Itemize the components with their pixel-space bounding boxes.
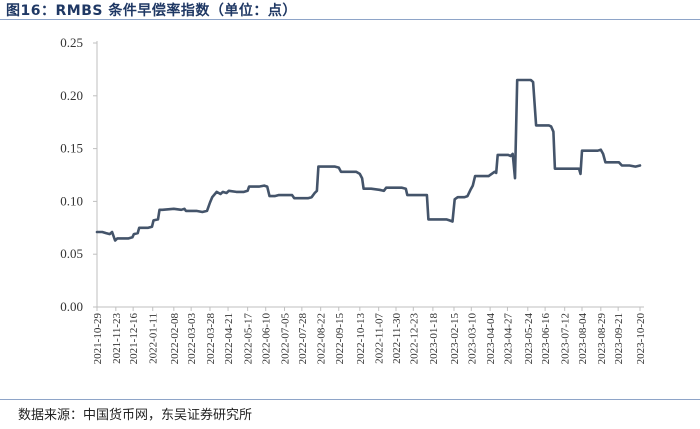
x-tick-label: 2022-02-08 [169,313,181,365]
series-line-cpr-index [95,78,642,242]
x-tick-label: 2021-10-29 [92,313,104,365]
source-divider [0,399,700,400]
x-axis: 2021-10-29 2021-11-23 2021-12-16 2022-01-11… [92,306,647,365]
x-tick-label: 2022-08-22 [316,313,328,364]
x-tick-label: 2022-04-21 [223,313,235,364]
x-tick-label: 2021-12-16 [128,313,140,365]
x-tick-label: 2023-09-21 [613,313,625,364]
x-tick-label: 2023-03-10 [466,313,478,365]
x-tick-label: 2023-04-27 [502,313,514,365]
series-layer [95,78,642,242]
x-tick-label: 2022-07-05 [280,313,292,365]
x-tick-label: 2023-05-24 [523,313,535,365]
y-tick-label: 0.25 [60,35,83,50]
source-note: 数据来源：中国货币网，东吴证券研究所 [18,408,253,423]
x-tick-label: 2022-12-23 [408,313,420,365]
x-tick-label: 2023-01-18 [428,313,440,365]
x-tick-label: 2022-11-07 [374,313,386,364]
x-tick-label: 2022-11-30 [391,313,403,364]
y-tick-label: 0.15 [60,141,83,156]
title-divider [0,19,700,20]
x-tick-label: 2022-01-11 [148,313,160,364]
y-tick-label: 0.00 [60,299,83,314]
y-tick-label: 0.10 [60,193,83,208]
x-tick-label: 2023-08-29 [596,313,608,365]
x-tick-label: 2022-07-28 [297,313,309,365]
x-tick-label: 2023-02-15 [449,313,461,365]
x-tick-label: 2023-04-04 [485,313,497,365]
x-tick-label: 2022-03-28 [205,313,217,365]
x-tick-label: 2022-06-10 [261,313,273,365]
y-tick-label: 0.05 [60,246,83,261]
x-tick-label: 2022-03-03 [186,313,198,365]
x-tick-label: 2021-11-23 [111,313,123,364]
y-axis: 0.00 0.05 0.10 0.15 0.20 0.25 [60,35,98,314]
x-tick-label: 2022-09-15 [334,313,346,365]
x-tick-label: 2023-08-04 [577,313,589,365]
x-tick-label: 2023-07-12 [560,313,572,364]
x-tick-label: 2022-10-13 [355,313,367,365]
x-tick-label: 2022-05-17 [243,313,255,365]
x-tick-label: 2023-10-20 [635,313,647,365]
x-tick-label: 2023-06-16 [540,313,552,365]
chart-title: 图16：RMBS 条件早偿率指数（单位：点） [6,3,297,19]
y-tick-label: 0.20 [60,88,83,103]
